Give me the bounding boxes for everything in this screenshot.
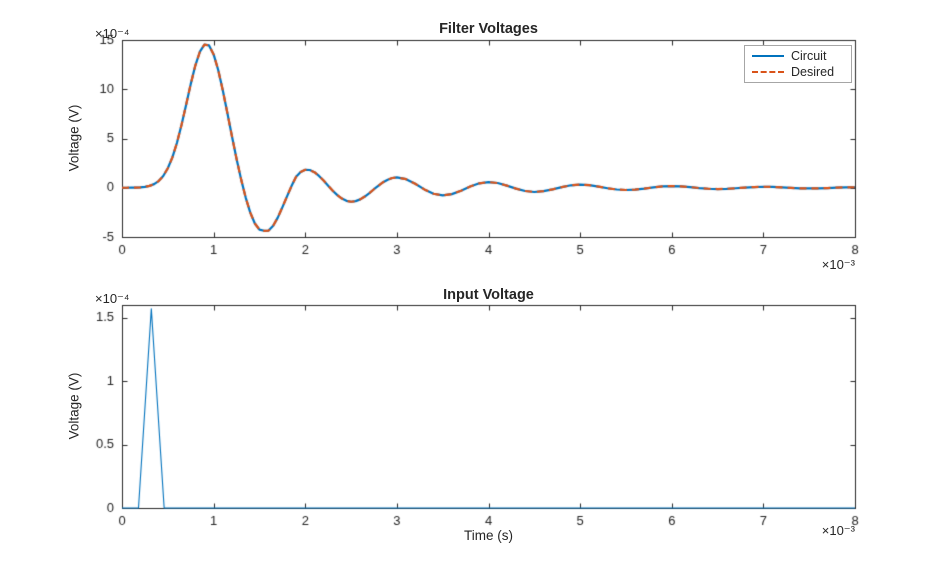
legend-entry-desired: Desired bbox=[745, 64, 851, 80]
top-x-axis-multiplier: ×10⁻³ bbox=[821, 257, 855, 272]
legend: Circuit Desired bbox=[744, 45, 852, 83]
bottom-x-axis-label: Time (s) bbox=[464, 528, 513, 543]
legend-label-circuit: Circuit bbox=[791, 49, 827, 63]
legend-label-desired: Desired bbox=[791, 65, 835, 79]
legend-entry-circuit: Circuit bbox=[745, 48, 851, 64]
bottom-y-axis-label: Voltage (V) bbox=[66, 372, 82, 440]
circuit-line-sample-icon bbox=[752, 55, 784, 57]
top-y-axis-label: Voltage (V) bbox=[66, 104, 82, 172]
bottom-chart-title: Input Voltage bbox=[443, 287, 534, 303]
desired-line-sample-icon bbox=[752, 71, 784, 73]
bottom-x-axis-multiplier: ×10⁻³ bbox=[821, 523, 855, 538]
top-chart-title: Filter Voltages bbox=[439, 21, 538, 37]
bottom-y-axis-multiplier: ×10⁻⁴ bbox=[95, 291, 130, 306]
top-y-axis-multiplier: ×10⁻⁴ bbox=[95, 26, 130, 41]
